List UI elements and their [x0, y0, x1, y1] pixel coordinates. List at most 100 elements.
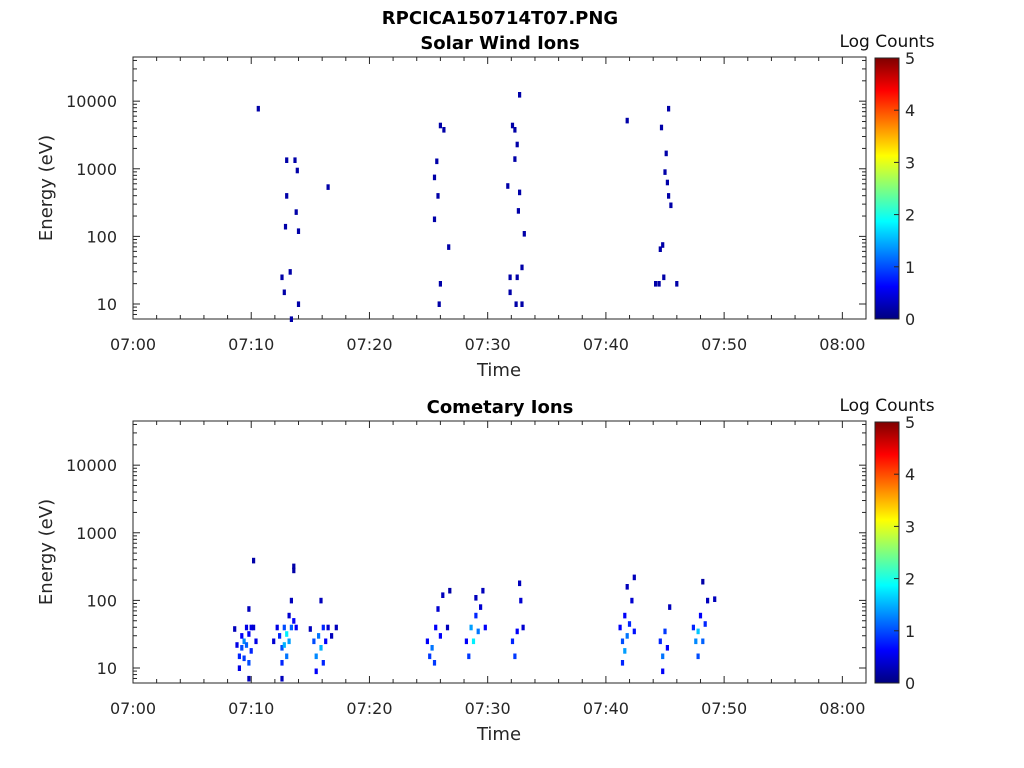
heatmap-cell [520, 301, 524, 307]
heatmap-cell [319, 597, 323, 604]
plot-area-solar-wind [132, 56, 867, 320]
heatmap-cell [292, 618, 296, 624]
heatmap-cell [447, 244, 451, 250]
heatmap-cell [662, 274, 666, 281]
colorbar-cometary [874, 421, 900, 684]
heatmap-cell [432, 174, 437, 181]
colorbar-tick-label: 1 [905, 258, 915, 277]
heatmap-cell [278, 633, 282, 639]
heatmap-cell [326, 624, 330, 631]
y-tick-label: 10000 [66, 456, 117, 475]
y-axis-ticks-cometary: 10 100 1000 10000 [66, 423, 866, 684]
heatmap-cell [661, 653, 665, 660]
heatmap-cell [703, 621, 707, 627]
heatmap-cell [658, 638, 662, 645]
heatmap-cell [701, 578, 705, 585]
heatmap-cell [280, 645, 284, 651]
heatmap-cell [249, 624, 253, 631]
colorbar-tick-label: 5 [905, 49, 915, 68]
heatmap-cell [435, 158, 439, 165]
heatmap-cell [294, 209, 298, 215]
x-tick-label: 07:50 [701, 335, 747, 354]
heatmap-cell [319, 645, 323, 651]
x-tick-label: 07:20 [346, 335, 392, 354]
heatmap-cell [713, 596, 717, 602]
heatmap-cell [252, 624, 256, 631]
heatmap-cell [663, 169, 667, 175]
x-tick-label: 08:00 [819, 699, 865, 718]
heatmap-cell [237, 653, 241, 660]
colorbar-label-solar-wind: Log Counts [839, 32, 934, 52]
y-tick-label: 100 [86, 227, 117, 246]
heatmap-cell [292, 567, 296, 574]
heatmap-cell [627, 621, 632, 627]
y-tick-label: 100 [86, 591, 117, 610]
heatmap-cell [510, 638, 515, 645]
heatmap-cell [235, 642, 239, 648]
heatmap-cell [282, 642, 286, 648]
heatmap-cell [667, 193, 671, 199]
x-tick-label: 07:40 [583, 699, 629, 718]
heatmap-cell [287, 612, 291, 619]
heatmap-cell [438, 122, 442, 129]
heatmap-cell [620, 660, 625, 666]
heatmap-cell [521, 624, 525, 631]
heatmap-cell [280, 675, 284, 682]
heatmap-cell [469, 624, 473, 631]
heatmap-cell [321, 660, 325, 666]
heatmap-cell [658, 246, 662, 252]
heatmap-cell [436, 606, 440, 612]
heatmap-cell [438, 633, 442, 639]
heatmap-cell [280, 274, 284, 281]
figure-title: RPCICA150714T07.PNG [382, 8, 618, 29]
heatmap-cell [665, 179, 669, 186]
heatmap-cell [474, 612, 478, 619]
heatmap-cell [464, 638, 468, 645]
colorbar-tick-label: 4 [905, 465, 915, 484]
colorbar-ticks-cometary: 0 1 2 3 4 5 [894, 413, 915, 693]
heatmap-cell [694, 638, 698, 645]
heatmap-cell [240, 645, 244, 651]
heatmap-cell [288, 269, 292, 275]
heatmap-cell [675, 281, 679, 287]
heatmap-cell [620, 638, 625, 645]
x-tick-label: 07:20 [346, 699, 392, 718]
heatmap-cell [275, 624, 279, 631]
heatmap-cell [691, 624, 695, 631]
heatmap-cell [661, 242, 665, 248]
heatmap-cell [513, 127, 517, 133]
x-tick-label: 07:30 [465, 335, 511, 354]
heatmap-cell [289, 597, 293, 604]
heatmap-cell [254, 638, 258, 645]
heatmap-cell [696, 628, 700, 635]
y-axis-label-solar-wind: Energy (eV) [36, 135, 57, 241]
heatmap-cell [247, 660, 251, 666]
y-tick-label: 10 [97, 659, 117, 678]
heatmap-cell [696, 653, 700, 660]
heatmap-cell [425, 638, 429, 645]
heatmap-cell [519, 597, 523, 604]
heatmap-cell [520, 264, 524, 271]
heatmap-cell [321, 624, 325, 631]
colorbar-tick-label: 3 [905, 153, 915, 172]
heatmap-cell [282, 624, 286, 631]
heatmap-cell [252, 557, 256, 564]
heatmap-cell [508, 289, 512, 296]
heatmap-cell [285, 631, 289, 637]
heatmap-cell [522, 231, 526, 237]
heatmap-cell [292, 563, 296, 570]
heatmap-cell [280, 660, 284, 666]
x-tick-label: 07:40 [583, 335, 629, 354]
heatmap-cell [632, 574, 636, 581]
heatmap-cell [308, 626, 312, 632]
heatmap-cell [428, 653, 432, 660]
heatmap-cell [244, 624, 249, 631]
heatmap-cell [242, 655, 246, 662]
heatmap-cell [518, 189, 522, 196]
heatmap-cell [247, 606, 251, 612]
heatmap-cell [515, 141, 519, 148]
heatmap-cell [476, 628, 480, 635]
heatmap-cell [436, 193, 440, 199]
heatmap-cell [296, 301, 301, 307]
y-tick-label: 1000 [76, 524, 117, 543]
